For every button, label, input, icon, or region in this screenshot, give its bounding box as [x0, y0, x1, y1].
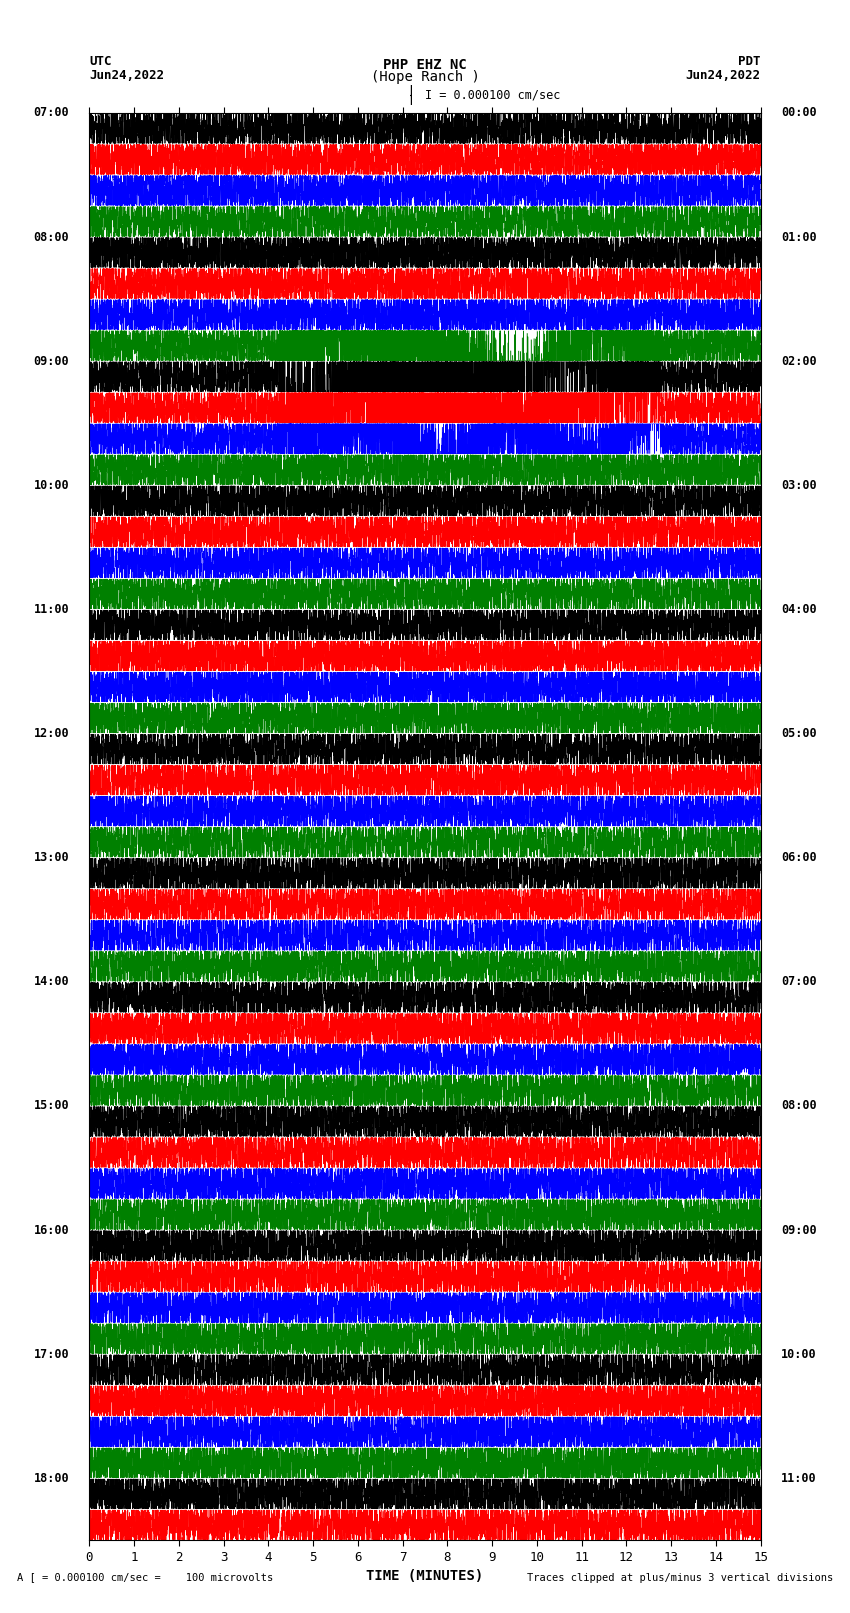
Text: 16:00: 16:00: [33, 1224, 69, 1237]
Text: 09:00: 09:00: [33, 355, 69, 368]
Text: A [ = 0.000100 cm/sec =    100 microvolts: A [ = 0.000100 cm/sec = 100 microvolts: [17, 1573, 273, 1582]
Text: Traces clipped at plus/minus 3 vertical divisions: Traces clipped at plus/minus 3 vertical …: [527, 1573, 833, 1582]
Text: 09:00: 09:00: [781, 1224, 817, 1237]
Text: 07:00: 07:00: [781, 976, 817, 989]
Text: PHP EHZ NC: PHP EHZ NC: [383, 58, 467, 71]
Text: 13:00: 13:00: [33, 852, 69, 865]
Text: 12:00: 12:00: [33, 727, 69, 740]
Text: (Hope Ranch ): (Hope Ranch ): [371, 71, 479, 84]
Text: Jun24,2022: Jun24,2022: [686, 69, 761, 82]
X-axis label: TIME (MINUTES): TIME (MINUTES): [366, 1569, 484, 1584]
Text: 11:00: 11:00: [781, 1471, 817, 1486]
Text: PDT: PDT: [739, 55, 761, 68]
Text: 06:00: 06:00: [781, 852, 817, 865]
Text: 10:00: 10:00: [781, 1348, 817, 1361]
Text: 10:00: 10:00: [33, 479, 69, 492]
Text: I = 0.000100 cm/sec: I = 0.000100 cm/sec: [425, 89, 560, 102]
Text: 03:00: 03:00: [781, 479, 817, 492]
Text: 08:00: 08:00: [33, 231, 69, 244]
Text: 07:00: 07:00: [33, 106, 69, 119]
Text: 14:00: 14:00: [33, 976, 69, 989]
Text: 15:00: 15:00: [33, 1100, 69, 1113]
Text: 08:00: 08:00: [781, 1100, 817, 1113]
Text: 00:00: 00:00: [781, 106, 817, 119]
Text: Jun24,2022: Jun24,2022: [89, 69, 164, 82]
Text: UTC: UTC: [89, 55, 111, 68]
Text: 17:00: 17:00: [33, 1348, 69, 1361]
Text: 05:00: 05:00: [781, 727, 817, 740]
Text: 11:00: 11:00: [33, 603, 69, 616]
Text: 18:00: 18:00: [33, 1471, 69, 1486]
Text: 01:00: 01:00: [781, 231, 817, 244]
Text: 04:00: 04:00: [781, 603, 817, 616]
Text: 02:00: 02:00: [781, 355, 817, 368]
